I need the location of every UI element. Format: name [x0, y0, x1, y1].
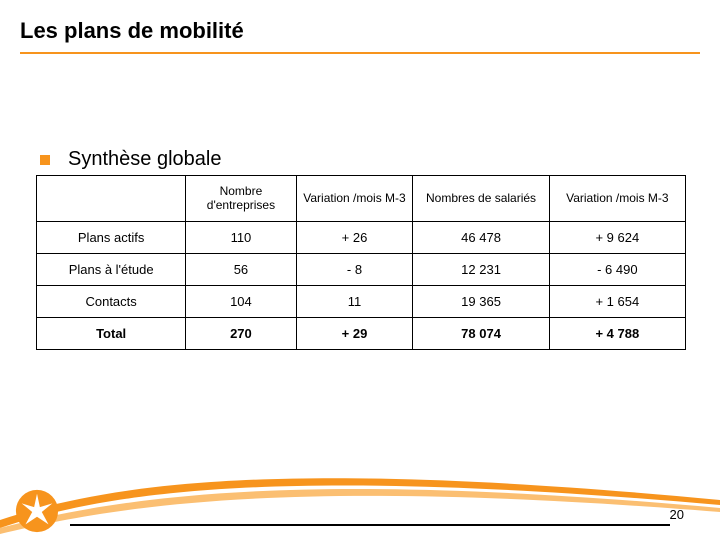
page-number: 20 — [670, 507, 684, 522]
table-cell: Total — [37, 317, 186, 349]
table-row: Plans à l'étude 56 - 8 12 231 - 6 490 — [37, 253, 686, 285]
table-row-total: Total 270 + 29 78 074 + 4 788 — [37, 317, 686, 349]
slide-title: Les plans de mobilité — [20, 18, 244, 44]
table-cell: 19 365 — [413, 285, 549, 317]
table-cell: + 9 624 — [549, 221, 685, 253]
table-header-cell: Nombres de salariés — [413, 176, 549, 222]
table-cell: + 4 788 — [549, 317, 685, 349]
table-cell: + 29 — [296, 317, 413, 349]
table-header-cell — [37, 176, 186, 222]
table-cell: 12 231 — [413, 253, 549, 285]
logo-icon — [14, 488, 60, 534]
title-underline — [20, 52, 700, 54]
table-cell: Plans actifs — [37, 221, 186, 253]
table-row: Plans actifs 110 + 26 46 478 + 9 624 — [37, 221, 686, 253]
table-cell: 104 — [186, 285, 296, 317]
table-header-cell: Variation /mois M-3 — [296, 176, 413, 222]
table-cell: Plans à l'étude — [37, 253, 186, 285]
subtitle-row: Synthèse globale — [40, 148, 221, 171]
table-cell: 270 — [186, 317, 296, 349]
table-cell: - 8 — [296, 253, 413, 285]
table-row: Contacts 104 11 19 365 + 1 654 — [37, 285, 686, 317]
table-cell: Contacts — [37, 285, 186, 317]
table-cell: - 6 490 — [549, 253, 685, 285]
subtitle: Synthèse globale — [68, 148, 221, 171]
data-table: Nombre d'entreprises Variation /mois M-3… — [36, 175, 686, 350]
table-cell: 56 — [186, 253, 296, 285]
table-cell: + 1 654 — [549, 285, 685, 317]
wave-icon — [0, 450, 720, 540]
table-header-row: Nombre d'entreprises Variation /mois M-3… — [37, 176, 686, 222]
bullet-icon — [40, 155, 50, 165]
footer-line — [70, 524, 670, 526]
table-cell: + 26 — [296, 221, 413, 253]
table-cell: 78 074 — [413, 317, 549, 349]
table-cell: 110 — [186, 221, 296, 253]
table-header-cell: Nombre d'entreprises — [186, 176, 296, 222]
footer-wave — [0, 450, 720, 540]
table-cell: 46 478 — [413, 221, 549, 253]
table-cell: 11 — [296, 285, 413, 317]
table-header-cell: Variation /mois M-3 — [549, 176, 685, 222]
